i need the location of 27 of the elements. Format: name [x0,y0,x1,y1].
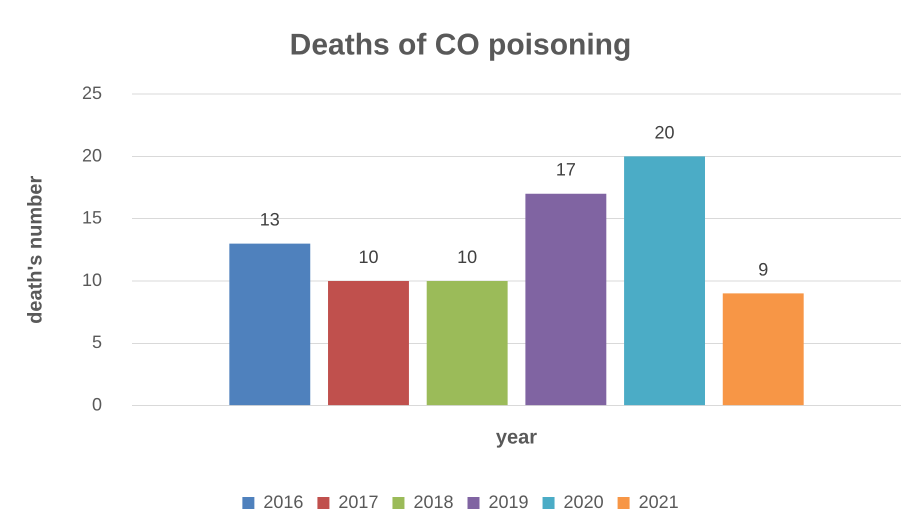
bar [525,194,606,406]
x-axis-title: year [496,426,538,449]
legend-label: 2018 [413,492,454,512]
legend-label: 2016 [263,492,304,512]
data-label: 17 [556,160,576,180]
legend-label: 2019 [488,492,529,512]
bar [624,156,705,406]
data-label: 9 [758,259,768,280]
bar [229,244,310,406]
chart-title: Deaths of CO poisoning [290,28,632,62]
y-tick-label: 0 [92,394,102,415]
legend-label: 2021 [638,492,679,512]
bar [426,280,508,406]
data-label: 20 [654,122,675,142]
data-label: 13 [260,210,280,230]
y-tick-label: 15 [82,208,102,228]
y-tick-label: 25 [82,82,102,103]
y-axis-title: death's number [24,176,47,324]
legend-label: 2020 [564,492,604,512]
y-tick-label: 10 [82,270,102,290]
data-label: 10 [457,246,478,267]
bar [722,293,804,406]
y-tick-label: 20 [82,145,102,166]
bar [328,280,409,406]
data-label: 10 [358,246,378,267]
legend-label: 2017 [338,492,378,512]
y-tick-label: 5 [92,332,102,352]
